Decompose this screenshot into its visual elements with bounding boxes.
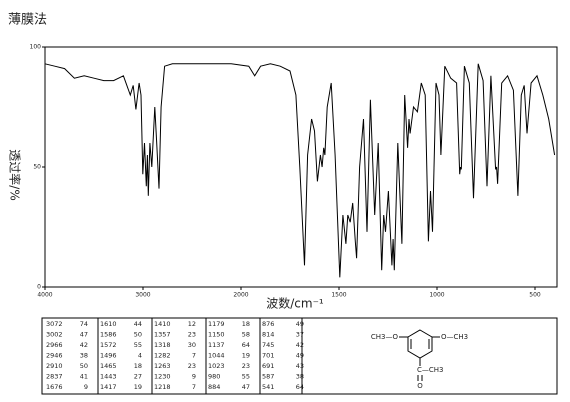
- peak-wavenumber: 1586: [100, 331, 117, 339]
- peak-wavenumber: 1150: [208, 331, 225, 339]
- peak-wavenumber: 876: [262, 320, 274, 328]
- structure-label: C—CH3: [417, 366, 444, 374]
- peak-transmittance: 47: [80, 331, 88, 339]
- x-tick-label: 4000: [37, 292, 52, 299]
- peak-wavenumber: 1465: [100, 362, 117, 370]
- peak-wavenumber: 2966: [46, 341, 63, 349]
- peak-wavenumber: 2910: [46, 362, 63, 370]
- peak-transmittance: 12: [188, 320, 196, 328]
- peak-transmittance: 9: [84, 383, 88, 391]
- peak-wavenumber: 1218: [154, 383, 171, 391]
- peak-wavenumber: 745: [262, 341, 274, 349]
- peak-transmittance: 4: [138, 352, 142, 360]
- peak-transmittance: 58: [242, 331, 250, 339]
- peak-transmittance: 19: [242, 352, 250, 360]
- structure-label: CH3—O: [371, 333, 399, 341]
- peak-wavenumber: 1410: [154, 320, 171, 328]
- peak-wavenumber: 1137: [208, 341, 225, 349]
- peak-transmittance: 49: [296, 352, 304, 360]
- peak-transmittance: 30: [188, 341, 196, 349]
- peak-wavenumber: 3072: [46, 320, 63, 328]
- peak-transmittance: 50: [134, 331, 142, 339]
- y-tick-label: 100: [30, 44, 42, 51]
- peak-wavenumber: 1357: [154, 331, 171, 339]
- peak-transmittance: 42: [80, 341, 88, 349]
- peak-transmittance: 55: [242, 373, 250, 381]
- x-tick-label: 1500: [331, 292, 346, 299]
- peak-transmittance: 43: [296, 362, 304, 370]
- peak-transmittance: 37: [296, 331, 304, 339]
- peak-wavenumber: 884: [208, 383, 220, 391]
- peak-wavenumber: 1263: [154, 362, 171, 370]
- peak-wavenumber: 1610: [100, 320, 117, 328]
- peak-transmittance: 64: [242, 341, 250, 349]
- x-tick-label: 1000: [429, 292, 444, 299]
- peak-wavenumber: 1318: [154, 341, 171, 349]
- spectrum-line: [44, 63, 556, 278]
- table-dividers: [97, 318, 303, 394]
- peak-transmittance: 9: [192, 373, 196, 381]
- peak-wavenumber: 701: [262, 352, 274, 360]
- peak-wavenumber: 3002: [46, 331, 63, 339]
- peak-table: [41, 317, 558, 395]
- peak-transmittance: 23: [242, 362, 250, 370]
- peak-transmittance: 41: [80, 373, 88, 381]
- structure-label: O—CH3: [441, 333, 468, 341]
- x-tick-label: 3000: [135, 292, 150, 299]
- x-tick-label: 500: [529, 292, 541, 299]
- peak-transmittance: 49: [296, 320, 304, 328]
- peak-wavenumber: 1230: [154, 373, 171, 381]
- peak-transmittance: 7: [192, 383, 196, 391]
- peak-wavenumber: 1572: [100, 341, 117, 349]
- peak-wavenumber: 1443: [100, 373, 117, 381]
- peak-transmittance: 38: [296, 373, 304, 381]
- plot-frame: [44, 46, 558, 288]
- peak-transmittance: 47: [242, 383, 250, 391]
- peak-transmittance: 23: [188, 362, 196, 370]
- peak-transmittance: 23: [188, 331, 196, 339]
- peak-wavenumber: 1179: [208, 320, 225, 328]
- peak-wavenumber: 587: [262, 373, 274, 381]
- y-tick-label: 0: [37, 284, 41, 291]
- peak-transmittance: 19: [134, 383, 142, 391]
- peak-transmittance: 27: [134, 373, 142, 381]
- method-title: 薄膜法: [8, 13, 47, 28]
- peak-transmittance: 42: [296, 341, 304, 349]
- structure-label: O: [417, 382, 423, 390]
- peak-wavenumber: 1023: [208, 362, 225, 370]
- peak-wavenumber: 814: [262, 331, 274, 339]
- peak-wavenumber: 1417: [100, 383, 117, 391]
- y-axis-label: 透过率/%: [8, 149, 23, 200]
- peak-wavenumber: 2837: [46, 373, 63, 381]
- y-tick-label: 50: [33, 164, 41, 171]
- peak-transmittance: 44: [134, 320, 142, 328]
- peak-transmittance: 18: [242, 320, 250, 328]
- peak-transmittance: 50: [80, 362, 88, 370]
- peak-wavenumber: 1282: [154, 352, 171, 360]
- peak-transmittance: 38: [80, 352, 88, 360]
- peak-wavenumber: 1044: [208, 352, 225, 360]
- peak-wavenumber: 2946: [46, 352, 63, 360]
- x-axis-label: 波数/cm⁻¹: [266, 296, 324, 311]
- peak-wavenumber: 691: [262, 362, 274, 370]
- peak-transmittance: 7: [192, 352, 196, 360]
- peak-transmittance: 55: [134, 341, 142, 349]
- x-tick-label: 2000: [233, 292, 248, 299]
- peak-transmittance: 18: [134, 362, 142, 370]
- peak-transmittance: 74: [80, 320, 88, 328]
- peak-wavenumber: 1676: [46, 383, 63, 391]
- benzene-ring: [399, 329, 440, 381]
- peak-wavenumber: 980: [208, 373, 220, 381]
- peak-transmittance: 64: [296, 383, 304, 391]
- peak-wavenumber: 1496: [100, 352, 117, 360]
- peak-wavenumber: 541: [262, 383, 274, 391]
